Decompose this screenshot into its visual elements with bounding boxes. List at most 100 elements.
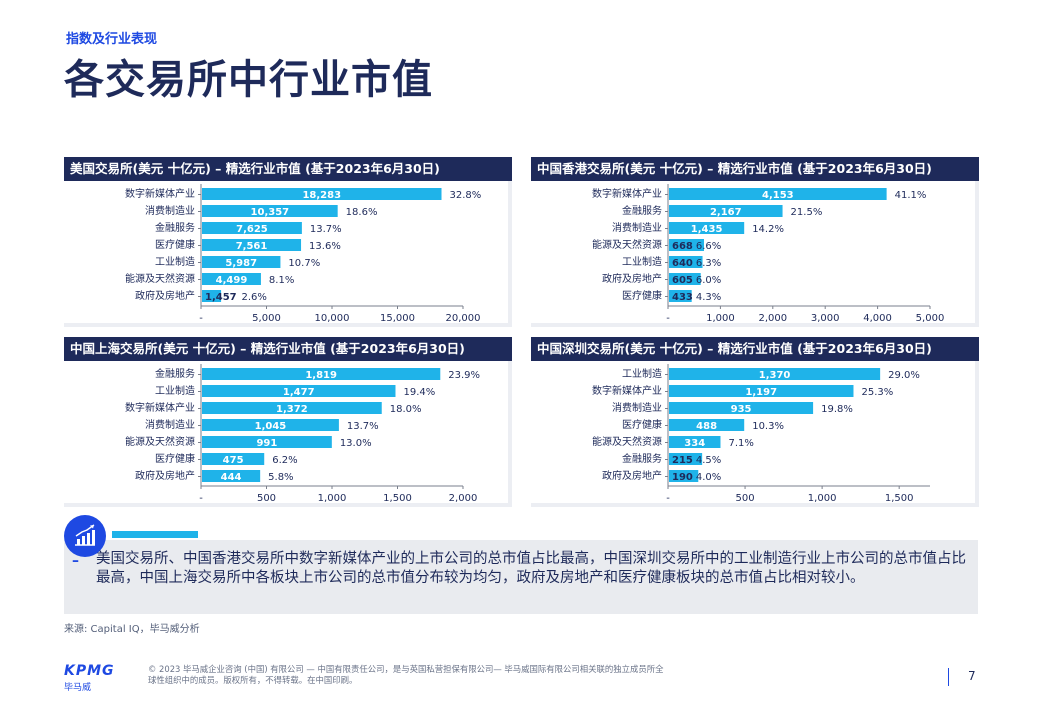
- bar-chart-sz: 工业制造 1,370 29.0%数字新媒体产业 1,197 25.3%消费制造业 935 1…: [592, 364, 930, 504]
- bar: [669, 222, 745, 234]
- bar: [669, 419, 745, 431]
- percent-label: 6.0%: [696, 275, 721, 286]
- category-label: 能源及天然资源: [592, 238, 662, 251]
- percent-label: 10.7%: [288, 258, 320, 269]
- chart-panel-hk: 中国香港交易所(美元 十亿元) – 精选行业市值 (基于2023年6月30日) …: [531, 157, 979, 327]
- percent-label: 32.8%: [450, 190, 482, 201]
- page-number: 7: [968, 669, 976, 683]
- percent-label: 4.0%: [696, 472, 721, 483]
- chart-panel-sh: 中国上海交易所(美元 十亿元) – 精选行业市值 (基于2023年6月30日) …: [64, 337, 512, 507]
- bar: [202, 419, 339, 431]
- category-label: 消费制造业: [145, 204, 195, 217]
- value-label: 444: [221, 472, 242, 483]
- percent-label: 13.0%: [340, 438, 372, 449]
- category-label: 政府及房地产: [135, 469, 195, 482]
- bar: [669, 385, 854, 397]
- value-label: 1,197: [745, 387, 777, 398]
- value-label: 4,153: [762, 190, 794, 201]
- bar: [202, 368, 441, 380]
- category-label: 工业制造: [622, 367, 662, 380]
- value-label: 10,357: [251, 207, 290, 218]
- percent-label: 13.7%: [310, 224, 342, 235]
- percent-label: 8.1%: [269, 275, 294, 286]
- x-tick-label: 1,500: [885, 493, 914, 504]
- value-label: 7,625: [236, 224, 268, 235]
- x-tick-label: 1,000: [318, 493, 347, 504]
- category-label: 数字新媒体产业: [592, 187, 662, 200]
- category-label: 能源及天然资源: [125, 272, 195, 285]
- bar: [202, 205, 338, 217]
- percent-label: 13.7%: [347, 421, 379, 432]
- x-tick-label: 5,000: [916, 313, 945, 324]
- x-tick-label: -: [666, 313, 670, 324]
- value-label: 488: [696, 421, 717, 432]
- bar: [202, 239, 302, 251]
- bar: [669, 436, 721, 448]
- category-label: 数字新媒体产业: [125, 187, 195, 200]
- bar-chart-sh: 金融服务 1,819 23.9% 工业制造 1,477 19.4% 数字新媒体产业 1,372…: [125, 364, 480, 504]
- category-label: 工业制造: [622, 255, 662, 268]
- bar: [202, 402, 382, 414]
- category-label: 消费制造业: [612, 221, 662, 234]
- bar: [669, 402, 814, 414]
- percent-label: 18.6%: [346, 207, 378, 218]
- bar: [202, 273, 261, 285]
- x-tick-label: 1,500: [383, 493, 412, 504]
- category-label: 数字新媒体产业: [592, 384, 662, 397]
- x-tick-label: -: [199, 493, 203, 504]
- summary-text: 美国交易所、中国香港交易所中数字新媒体产业的上市公司的总市值占比最高，中国深圳交…: [96, 551, 966, 586]
- chart-panel-us: 美国交易所(美元 十亿元) – 精选行业市值 (基于2023年6月30日) 数字…: [64, 157, 512, 327]
- value-label: 7,561: [236, 241, 268, 252]
- value-label: 475: [223, 455, 244, 466]
- value-label: 640: [672, 258, 693, 269]
- bar: [669, 453, 703, 465]
- x-tick-label: 1,000: [808, 493, 837, 504]
- kpmg-logo: KPMG 毕马威: [64, 664, 115, 693]
- percent-label: 18.0%: [390, 404, 422, 415]
- x-tick-label: 2,000: [449, 493, 478, 504]
- percent-label: 2.6%: [242, 292, 267, 303]
- category-label: 政府及房地产: [602, 272, 662, 285]
- percent-label: 7.1%: [728, 438, 753, 449]
- category-label: 能源及天然资源: [125, 435, 195, 448]
- value-label: 1,435: [691, 224, 723, 235]
- value-label: 18,283: [302, 190, 341, 201]
- percent-label: 6.3%: [696, 258, 721, 269]
- bar: [202, 436, 332, 448]
- value-label: 1,045: [255, 421, 287, 432]
- bar: [669, 368, 881, 380]
- category-label: 工业制造: [155, 255, 195, 268]
- bar: [669, 290, 692, 302]
- category-label: 金融服务: [622, 452, 662, 465]
- x-tick-label: 15,000: [380, 313, 415, 324]
- x-tick-label: 10,000: [315, 313, 350, 324]
- x-tick-label: 500: [736, 493, 755, 504]
- value-label: 5,987: [225, 258, 257, 269]
- value-label: 1,457: [205, 292, 237, 303]
- bar: [669, 188, 887, 200]
- chart-panel-sz: 中国深圳交易所(美元 十亿元) – 精选行业市值 (基于2023年6月30日) …: [531, 337, 979, 507]
- category-label: 消费制造业: [612, 401, 662, 414]
- bar: [202, 256, 281, 268]
- category-label: 金融服务: [622, 204, 662, 217]
- percent-label: 41.1%: [895, 190, 927, 201]
- value-label: 1,819: [305, 370, 337, 381]
- source-note: 来源: Capital IQ，毕马威分析: [64, 624, 200, 635]
- value-label: 605: [672, 275, 693, 286]
- percent-label: 4.5%: [696, 455, 721, 466]
- x-tick-label: 1,000: [706, 313, 735, 324]
- percent-label: 5.8%: [268, 472, 293, 483]
- percent-label: 14.2%: [752, 224, 784, 235]
- bar: [202, 290, 222, 302]
- section-label: 指数及行业表现: [66, 32, 158, 47]
- x-tick-label: 20,000: [446, 313, 481, 324]
- category-label: 医疗健康: [155, 452, 195, 465]
- value-label: 433: [672, 292, 693, 303]
- bar: [202, 222, 302, 234]
- category-label: 数字新媒体产业: [125, 401, 195, 414]
- value-label: 991: [256, 438, 277, 449]
- value-label: 668: [672, 241, 693, 252]
- percent-label: 19.8%: [821, 404, 853, 415]
- bar-chart-us: 数字新媒体产业 18,283 32.8% 消费制造业 10,357 18.6% 金融服务 7,…: [125, 184, 482, 324]
- chart-growth-icon: [64, 515, 106, 557]
